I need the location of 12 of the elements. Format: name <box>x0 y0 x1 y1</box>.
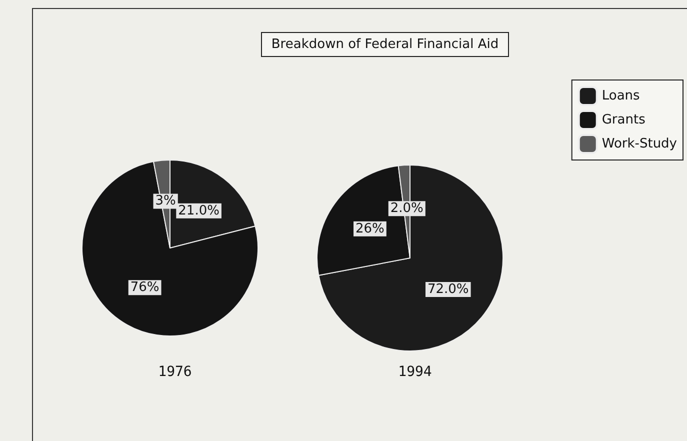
text: 1994 <box>398 364 432 380</box>
text: 1976 <box>158 364 192 380</box>
data-label: 2.0% <box>390 201 424 216</box>
data-label: 76% <box>130 280 160 296</box>
data-label: 21.0% <box>178 203 220 218</box>
chart-title: Breakdown of Federal Financial Aid <box>271 37 499 52</box>
data-label: 72.0% <box>427 282 469 298</box>
legend-label: Work-Study <box>602 136 678 152</box>
legend-label: Loans <box>602 88 640 104</box>
data-label: 26% <box>356 221 384 236</box>
legend-label: Grants <box>602 112 646 128</box>
data-label: 3% <box>155 194 176 209</box>
